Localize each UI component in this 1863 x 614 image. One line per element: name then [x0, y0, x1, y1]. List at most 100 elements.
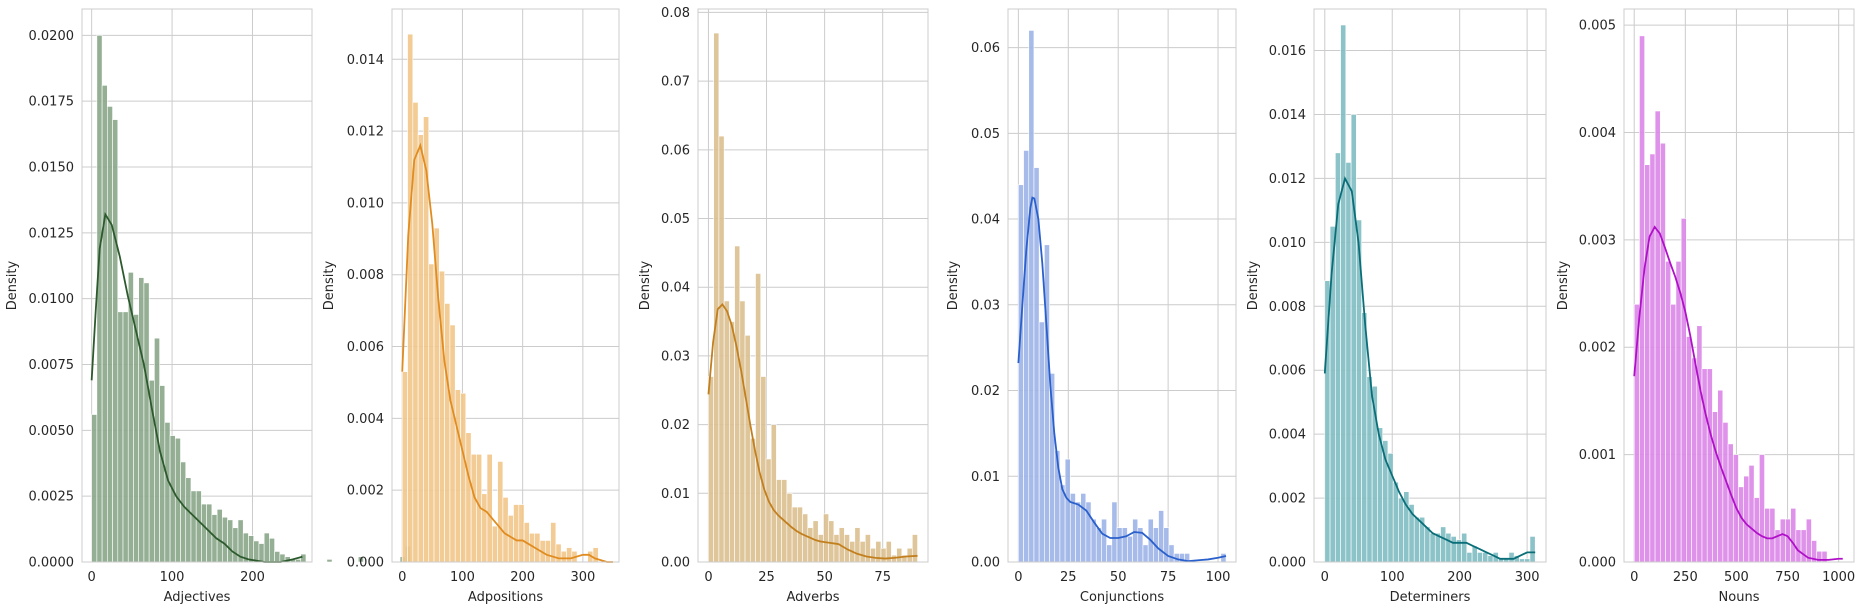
histogram-bar — [1168, 544, 1175, 563]
histogram-bar — [122, 311, 129, 563]
histogram-bar — [854, 527, 861, 563]
histogram-bar — [807, 527, 814, 563]
histogram-bar — [1654, 110, 1661, 563]
x-tick-label: 100 — [450, 570, 475, 585]
x-tick-label: 200 — [510, 570, 535, 585]
histogram-bar — [708, 376, 714, 563]
x-axis-label: Nouns — [1719, 590, 1760, 605]
histogram-bar — [357, 556, 364, 563]
histogram-bar — [1482, 552, 1489, 563]
histogram-bar — [470, 453, 477, 563]
y-tick-label: 0.0200 — [29, 29, 75, 44]
histogram-bar — [107, 106, 113, 563]
y-tick-label: 0.008 — [347, 268, 384, 283]
y-axis-label: Density — [1246, 260, 1261, 310]
histogram-bar — [1158, 510, 1165, 563]
histogram-bar — [417, 134, 424, 563]
panel-adjectives: 0.00000.00250.00500.00750.01000.01250.01… — [5, 8, 411, 605]
histogram-bar — [1727, 443, 1734, 563]
y-tick-label: 0.05 — [661, 212, 690, 227]
y-tick-label: 0.06 — [971, 41, 1000, 56]
histogram-bar — [216, 509, 223, 563]
histogram-bar — [454, 389, 461, 563]
histogram-bar — [566, 547, 573, 563]
x-axis-label: Adjectives — [164, 590, 231, 605]
y-tick-label: 0.006 — [1269, 364, 1306, 379]
histogram-bar — [326, 559, 333, 563]
y-tick-label: 0.000 — [1579, 556, 1616, 571]
y-tick-label: 0.0150 — [29, 161, 75, 176]
x-tick-label: 0 — [704, 570, 712, 585]
y-tick-label: 0.0125 — [29, 226, 75, 241]
y-tick-label: 0.02 — [661, 418, 690, 433]
y-tick-label: 0.0175 — [29, 95, 75, 110]
histogram-bar — [169, 435, 176, 563]
y-tick-label: 0.02 — [971, 384, 1000, 399]
y-tick-label: 0.005 — [1579, 19, 1616, 34]
x-tick-label: 75 — [874, 570, 891, 585]
histogram-bar — [101, 85, 108, 563]
kde-line — [707, 302, 918, 560]
histogram-bar — [1445, 532, 1452, 563]
x-tick-label: 0 — [1014, 570, 1022, 585]
histogram-bar — [749, 438, 756, 563]
histogram-bar — [1064, 458, 1071, 563]
histogram-bar — [1649, 153, 1656, 563]
histogram-bar — [1712, 411, 1718, 563]
y-tick-label: 0.004 — [1269, 428, 1306, 443]
histogram-bar — [1429, 532, 1436, 563]
histogram-bar — [407, 33, 414, 563]
histogram-bar — [880, 547, 887, 563]
histogram-bar — [765, 458, 772, 563]
panel-nouns: 0.000 0.001 0.002 0.003 0.004 0.005 0 250 500 750… — [1556, 8, 1855, 605]
y-tick-label: 0.04 — [971, 213, 1000, 228]
axes-frame — [1007, 8, 1237, 563]
panel-determiners: 0.000 0.002 0.004 0.006 0.008 0.010 0.012 0.014… — [1246, 8, 1547, 605]
histogram-bar — [833, 534, 840, 563]
histogram-bar — [823, 513, 829, 563]
histogram-bar — [744, 335, 751, 563]
y-axis-label: Density — [638, 260, 653, 310]
x-tick-label: 300 — [1515, 570, 1540, 585]
y-tick-label: 0.002 — [1269, 492, 1306, 507]
histogram-bar — [1722, 422, 1729, 563]
y-tick-label: 0.014 — [1269, 108, 1306, 123]
x-tick-label: 0 — [88, 570, 96, 585]
histogram-bar — [401, 371, 408, 563]
histogram-bar — [1686, 336, 1692, 563]
histogram-bar — [859, 541, 866, 563]
histogram-bar — [465, 432, 472, 563]
histogram-bar — [1345, 162, 1352, 563]
histogram-bar — [185, 477, 192, 563]
histogram-bar — [1529, 536, 1536, 563]
histogram-bar — [739, 300, 746, 563]
histogram-bar — [1800, 529, 1807, 563]
y-tick-label: 0.003 — [1579, 233, 1616, 248]
y-tick-label: 0.08 — [661, 6, 690, 21]
histogram-bar — [1706, 368, 1713, 563]
kde-line — [1323, 175, 1536, 560]
histogram-bar — [1127, 535, 1133, 563]
x-tick-label: 750 — [1775, 570, 1800, 585]
axes-frame — [1313, 8, 1547, 563]
x-tick-label: 0 — [1321, 570, 1329, 585]
histogram-bar — [1795, 529, 1802, 563]
histogram-bar — [1477, 552, 1483, 563]
histogram-bar — [486, 453, 493, 563]
histogram-bar — [492, 525, 498, 563]
panel-adpositions: 0.000 0.002 0.004 0.006 0.008 0.010 0.012 0.014… — [322, 8, 620, 605]
x-axis-label: Conjunctions — [1080, 590, 1164, 605]
y-tick-label: 0.016 — [1269, 44, 1306, 59]
x-axis-label: Adpositions — [468, 590, 543, 605]
y-tick-label: 0.002 — [1579, 341, 1616, 356]
y-tick-label: 0.010 — [1269, 236, 1306, 251]
histogram-bar — [1764, 508, 1771, 563]
histogram-bar — [776, 479, 782, 563]
y-axis-label: Density — [1556, 260, 1571, 310]
histogram-bar — [906, 547, 913, 563]
histogram-bar — [1805, 518, 1812, 563]
y-tick-label: 0.00 — [971, 556, 1000, 571]
histogram-bar — [1038, 321, 1045, 563]
kde-line — [401, 142, 613, 563]
